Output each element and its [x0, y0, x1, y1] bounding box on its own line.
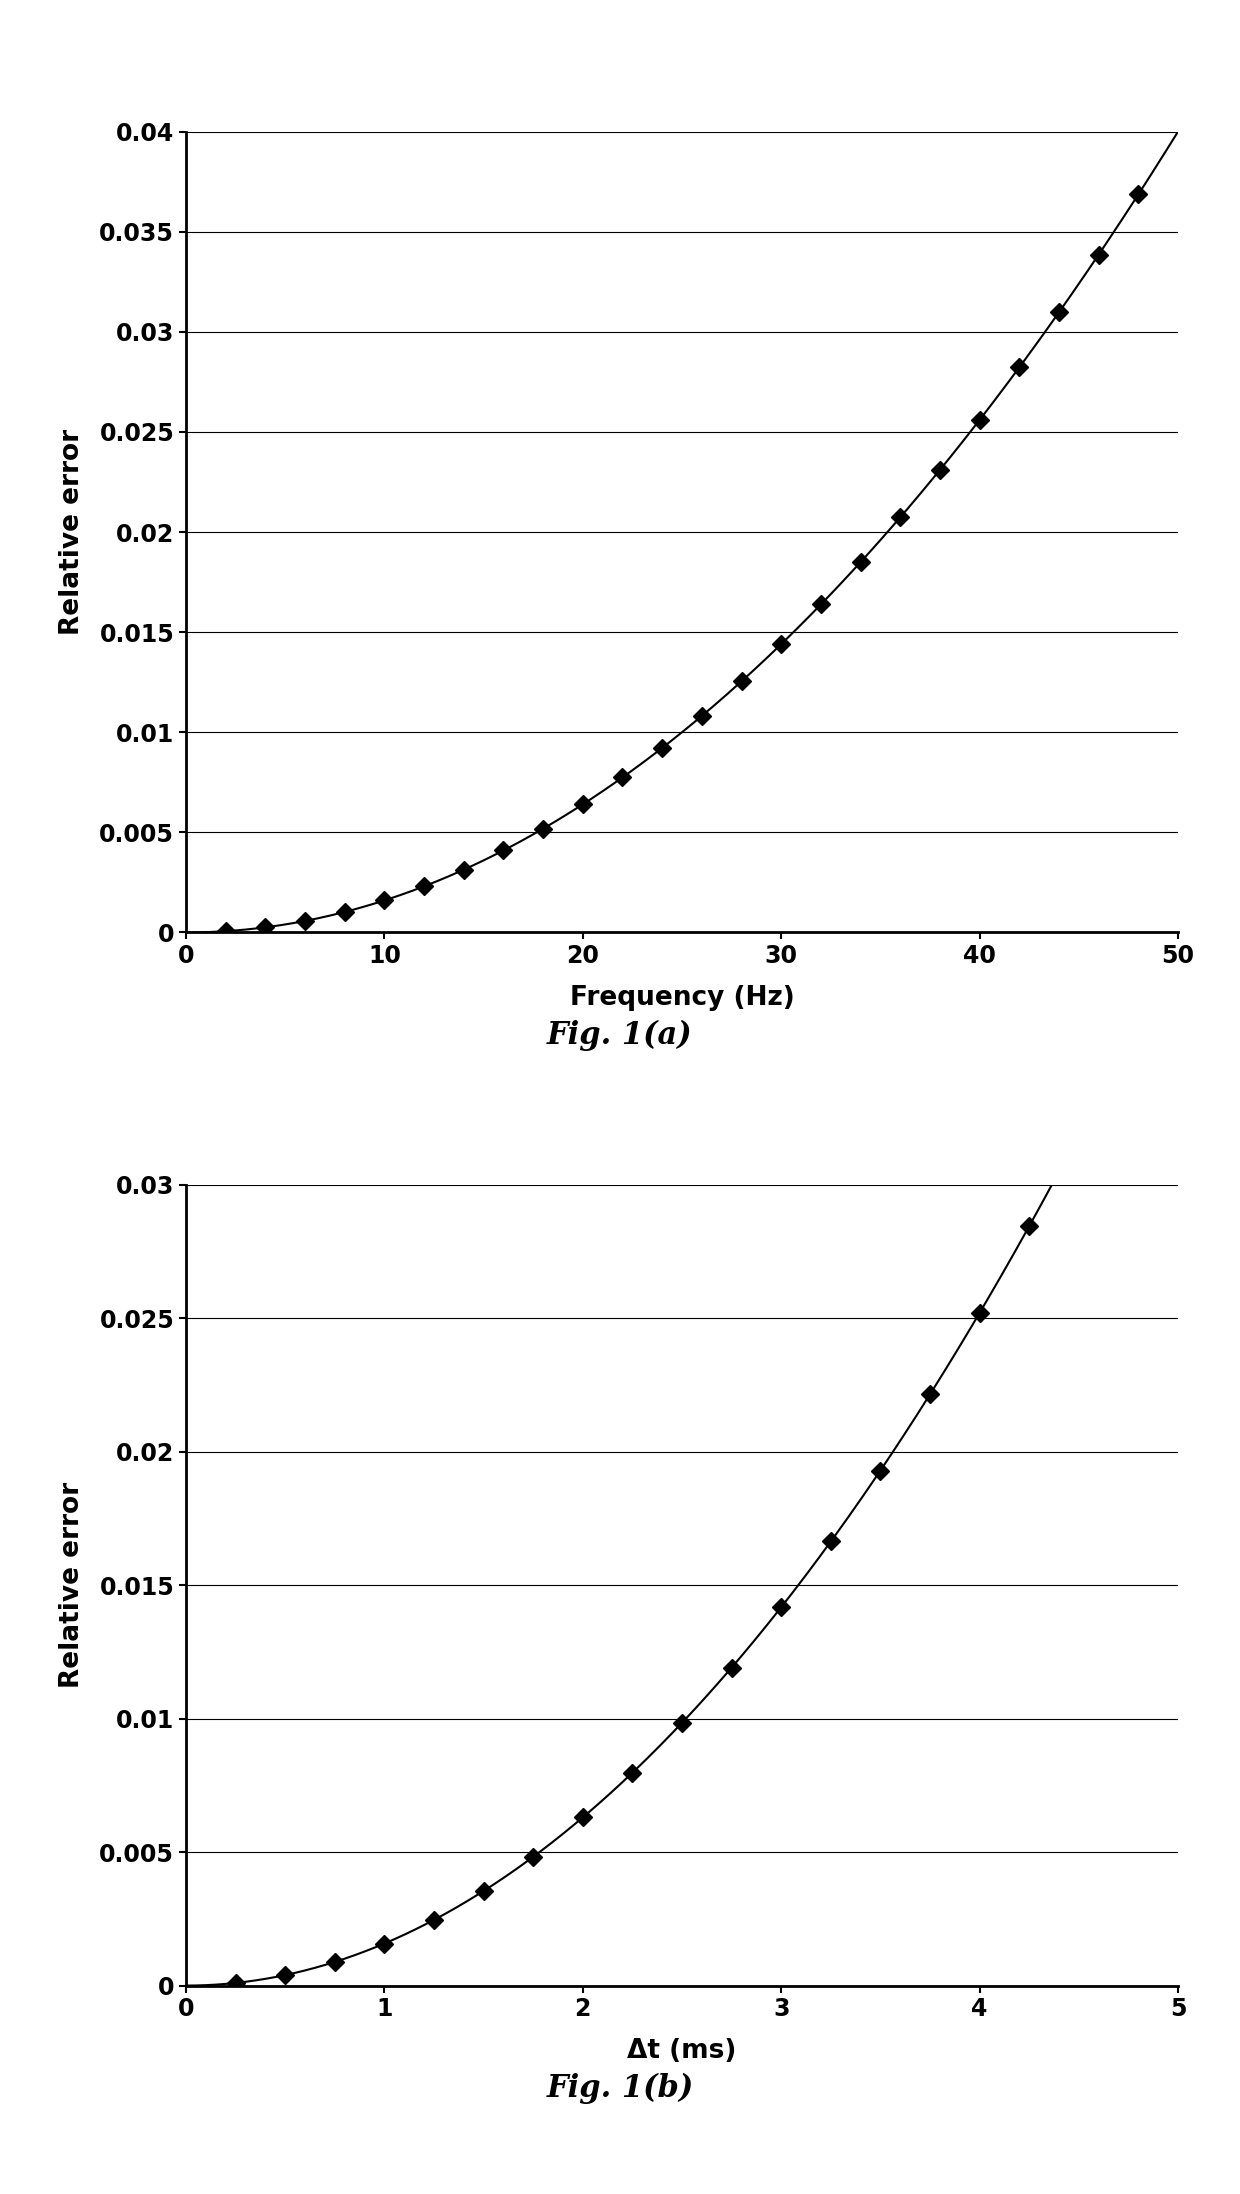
X-axis label: Frequency (Hz): Frequency (Hz)	[569, 985, 795, 1011]
Text: Fig. 1(a): Fig. 1(a)	[547, 1020, 693, 1051]
Text: Fig. 1(b): Fig. 1(b)	[547, 2073, 693, 2104]
Y-axis label: Relative error: Relative error	[60, 1483, 86, 1687]
X-axis label: Δt (ms): Δt (ms)	[627, 2038, 737, 2065]
Y-axis label: Relative error: Relative error	[60, 430, 86, 634]
